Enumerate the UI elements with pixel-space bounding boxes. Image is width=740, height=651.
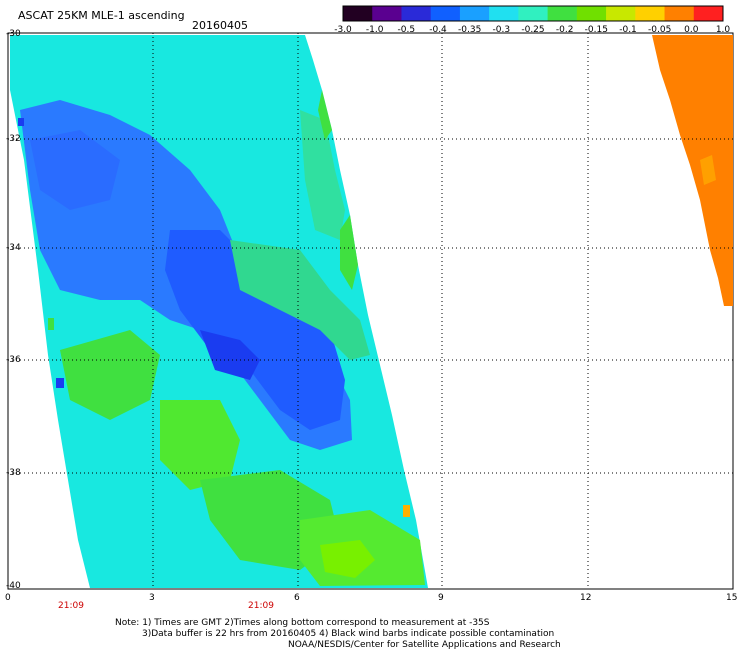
colorbar-swatch [693,6,724,21]
colorbar-swatch [459,6,490,21]
product-title: ASCAT 25KM MLE-1 ascending [18,9,185,22]
lon-label: 9 [438,593,444,603]
lat-label: -38 [6,468,21,478]
ascending-swath [10,35,428,588]
lat-label: -30 [6,29,21,39]
map-grid [8,33,733,589]
colorbar-tick-label: -3.0 [334,25,352,35]
time-label: 21:09 [248,601,274,611]
colorbar-swatch [576,6,607,21]
colorbar-tick-label: 1.0 [715,25,731,35]
colorbar-swatch [401,6,432,21]
colorbar-swatch [635,6,666,21]
colorbar-swatch [547,6,578,21]
colorbar [342,5,724,22]
lon-label: 15 [726,593,738,603]
colorbar-swatch [430,6,461,21]
colorbar-tick-label: -0.3 [492,25,511,35]
colorbar-labels: -3.0 -1.0 -0.5 -0.4 -0.35 -0.3 -0.25 -0.2 -0.15 -… [0,25,740,37]
colorbar-tick-label: -0.2 [555,25,574,35]
colorbar-tick-label: -0.25 [521,25,545,35]
note-line: 3)Data buffer is 22 hrs from 20160405 4)… [142,629,555,639]
product-date: 20160405 [192,19,248,32]
colorbar-swatch [664,6,695,21]
colorbar-frame [342,5,724,22]
colorbar-tick-label: 0.0 [684,25,699,35]
time-label: 21:09 [58,601,84,611]
orange-swath [652,35,733,306]
lat-label: -32 [6,134,21,144]
lon-label: 12 [580,593,592,603]
colorbar-swatch [489,6,519,21]
deep-blue-core [200,330,260,380]
colorbar-tick-label: -0.1 [619,25,637,35]
lon-label: 3 [149,593,155,603]
lon-label: 0 [5,593,11,603]
colorbar-tick-label: -0.35 [458,25,482,35]
lat-label: -36 [6,355,21,365]
colorbar-tick-label: -0.4 [429,25,447,35]
lat-label: -40 [6,581,21,591]
colorbar-tick-label: -0.15 [584,25,608,35]
colorbar-tick-label: -0.05 [648,25,672,35]
colorbar-tick-label: -1.0 [365,25,384,35]
colorbar-swatch [606,6,636,21]
note-line: NOAA/NESDIS/Center for Satellite Applica… [288,640,561,650]
notes: Note: 1) Times are GMT 2)Times along bot… [115,618,561,651]
colorbar-swatch [343,6,373,21]
colorbar-swatch [372,6,402,21]
note-line: Note: 1) Times are GMT 2)Times along bot… [115,618,490,628]
light-green-patch [320,540,375,578]
colorbar-tick-label: -0.5 [397,25,416,35]
lat-label: -34 [6,243,21,253]
lon-label: 6 [294,593,300,603]
colorbar-swatch [518,6,549,21]
